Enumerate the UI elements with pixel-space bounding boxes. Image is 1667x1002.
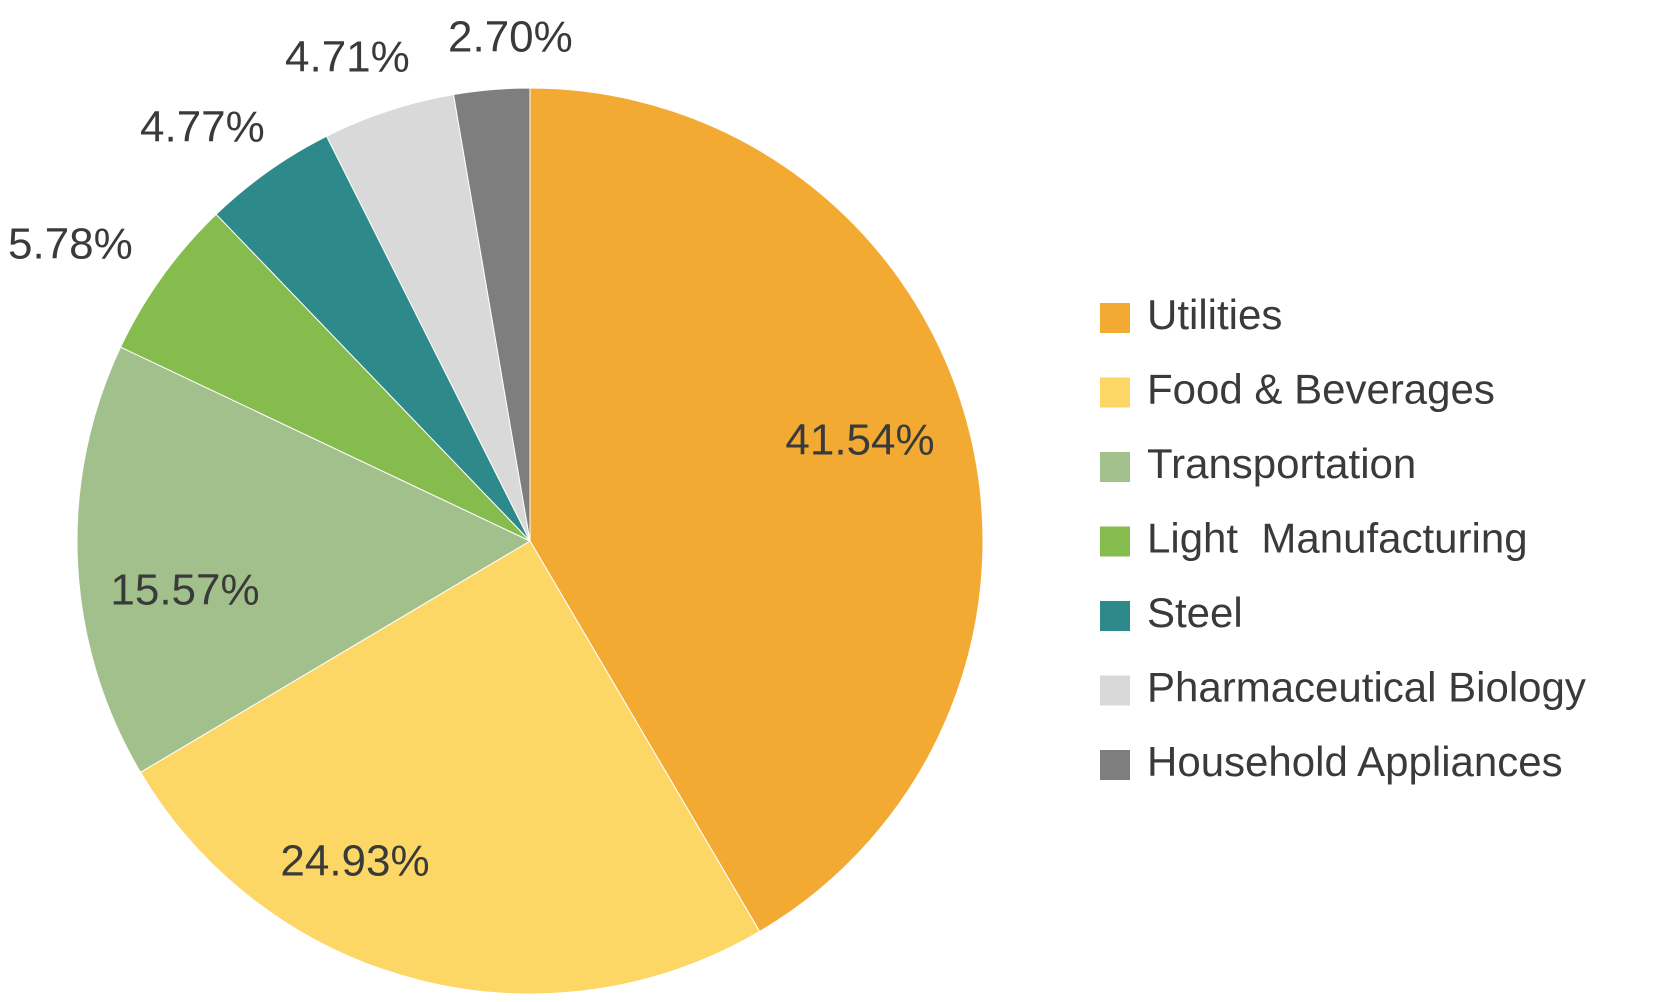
slice-transportation [76,346,532,774]
legend-swatch-household-appliances [1100,750,1130,780]
legend-label-light-manufacturing: Light Manufacturing [1147,515,1528,562]
legend-swatch-utilities [1100,303,1130,333]
slice-light-manufacturing [119,213,531,542]
slice-utilities [529,87,984,933]
legend-label-household-appliances: Household Appliances [1147,738,1563,785]
legend-label-utilities: Utilities [1147,291,1282,338]
slice-label-transportation: 15.57% [110,566,259,615]
pie-slices [76,87,984,995]
slice-label-pharmaceutical-biology: 4.71% [285,33,410,82]
legend-label-transportation: Transportation [1147,440,1416,487]
legend-swatch-steel [1100,601,1130,631]
slice-household-appliances [452,87,531,542]
legend-swatch-light-manufacturing [1100,526,1130,557]
legend-label-steel: Steel [1147,589,1243,636]
slice-label-household-appliances: 2.70% [448,13,573,62]
slice-label-light-manufacturing: 5.78% [8,220,133,269]
legend-swatch-pharmaceutical-biology [1100,675,1130,706]
legend: Utilities Food & Beverages Transportation L… [1100,291,1586,785]
slice-label-food-and-beverages: 24.93% [280,837,429,886]
legend-swatch-food-and-beverages [1100,377,1130,408]
slice-label-utilities: 41.54% [785,416,934,465]
legend-swatch-transportation [1100,452,1130,482]
legend-label-food-and-beverages: Food & Beverages [1147,366,1495,413]
slice-label-steel: 4.77% [140,103,265,152]
legend-label-pharmaceutical-biology: Pharmaceutical Biology [1147,664,1586,711]
slice-food-and-beverages [139,540,761,995]
slice-labels: 41.54% 24.93% 15.57% 5.78% 4.77% 4.71% 2.70% [8,13,935,886]
